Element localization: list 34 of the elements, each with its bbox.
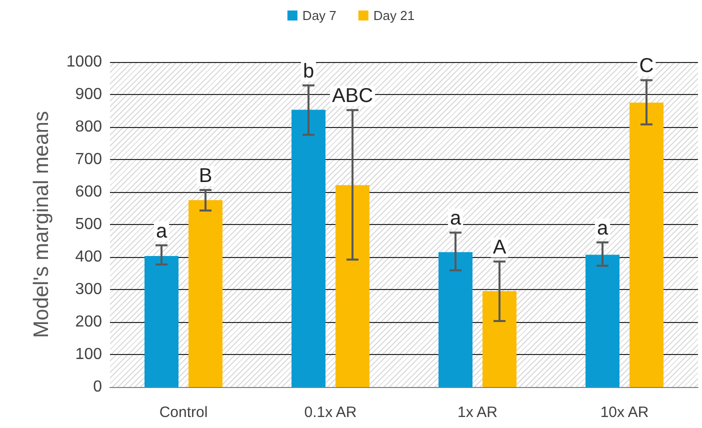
y-axis-title: Model's marginal means	[30, 111, 53, 338]
x-tick-label: 1x AR	[457, 404, 498, 421]
y-tick-label: 700	[75, 151, 102, 168]
annotation: a	[596, 217, 609, 240]
y-tick-label: 800	[75, 118, 102, 136]
legend-label: Day 7	[302, 8, 336, 23]
x-tick-label: Control	[159, 404, 208, 421]
y-tick-label: 100	[75, 346, 102, 363]
annotation: B	[198, 165, 212, 188]
annotation: C	[639, 55, 654, 78]
y-tick-label: 500	[75, 216, 102, 233]
bar	[336, 185, 370, 387]
bar	[188, 200, 222, 387]
annotation: A	[492, 236, 507, 259]
annotation: b	[302, 60, 314, 82]
x-tick-label: 0.1x AR	[304, 404, 357, 421]
y-tick-label: 200	[75, 314, 102, 330]
bar	[292, 110, 326, 387]
bar	[586, 254, 620, 387]
y-tick-label: 400	[75, 248, 102, 266]
annotation: ABC	[332, 85, 374, 108]
y-tick-label: 600	[75, 184, 102, 200]
bar	[482, 291, 516, 387]
y-tick-label: 1000	[66, 54, 102, 70]
x-tick-label: 10x AR	[600, 404, 649, 421]
bar	[144, 256, 178, 387]
bar	[438, 252, 472, 387]
y-tick-label: 300	[75, 281, 102, 298]
bar	[630, 102, 664, 387]
annotation: a	[156, 220, 168, 242]
annotation: a	[450, 208, 462, 230]
y-tick-label: 0	[93, 378, 102, 396]
y-tick-label: 900	[75, 86, 102, 103]
legend-label: Day 21	[373, 8, 415, 23]
